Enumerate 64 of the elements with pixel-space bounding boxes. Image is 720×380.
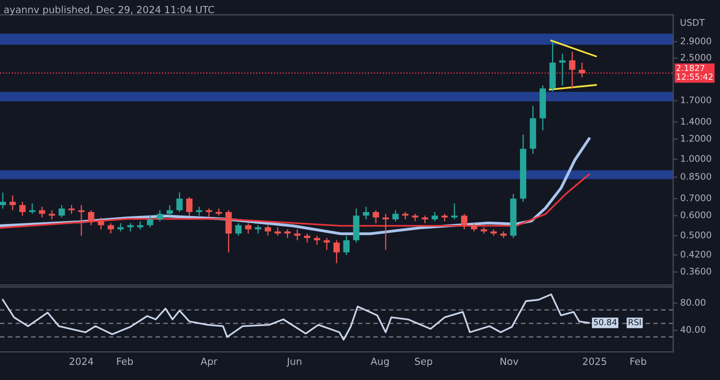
x-tick-label: Sep [415, 358, 432, 367]
y-tick-label: 0.4200 [680, 250, 712, 258]
y-tick-label: 1.2000 [681, 134, 712, 142]
annotation: ayannv published, Dec 29, 2024 11:04 UTC [4, 6, 214, 16]
candlestick [216, 208, 222, 216]
candlestick [38, 206, 46, 218]
ref-line-label: 2.1827 12:55:42 [676, 64, 712, 80]
candlestick [9, 194, 16, 211]
candlestick [392, 210, 399, 222]
candlestick [0, 192, 6, 210]
candlestick [19, 201, 26, 216]
candlestick [461, 213, 468, 230]
y-tick-label: 80.00 [680, 298, 706, 306]
candlestick [264, 224, 272, 236]
candlestick [29, 202, 36, 214]
x-tick-label: Feb [630, 357, 646, 365]
y-tick-label: 1.4000 [681, 118, 712, 125]
candlestick [137, 220, 144, 230]
y-tick-label: 0.8500 [680, 172, 712, 180]
x-tick-label: Apr [200, 358, 218, 367]
candlestick [382, 213, 389, 250]
y-tick-label: 40.00 [680, 326, 706, 333]
candlestick [58, 204, 65, 218]
y-tick-label: 0.7000 [680, 194, 712, 202]
y-tick-label: 1.7000 [681, 96, 712, 104]
candlestick [245, 222, 252, 234]
candlestick [372, 210, 380, 224]
y-axis-title: USDT [680, 19, 705, 26]
candlestick [186, 196, 192, 216]
candlestick [108, 222, 114, 234]
x-tick-label: 2024 [70, 358, 94, 365]
candlestick [156, 210, 164, 222]
x-tick-label: Feb [117, 357, 133, 365]
data-label: 50.84 [594, 318, 617, 326]
x-tick-label: 2025 [583, 358, 606, 365]
x-tick-label: Nov [500, 358, 518, 365]
candlestick [451, 202, 458, 220]
candlestick [88, 210, 94, 226]
candlestick [225, 210, 232, 253]
candlestick [166, 204, 173, 216]
candlestick [559, 53, 566, 86]
candlestick [235, 222, 242, 236]
line-series [2, 294, 590, 341]
candlestick [362, 206, 370, 220]
x-tick-label: Aug [370, 358, 389, 367]
candlestick [294, 228, 300, 241]
y-tick-label: 0.6000 [680, 211, 712, 218]
legend-label: RSI [628, 318, 641, 326]
y-tick-label: 2.5000 [680, 54, 712, 61]
candlestick [304, 233, 310, 244]
candlestick [333, 240, 340, 264]
y-tick-label: 1.0000 [681, 155, 712, 162]
candlestick [324, 237, 330, 250]
candlestick [432, 211, 438, 222]
candlestick [274, 226, 281, 236]
y-tick-label: 0.3600 [680, 268, 712, 275]
y-tick-label: 0.5000 [680, 232, 712, 238]
candlestick [569, 51, 576, 89]
candlestick [78, 204, 84, 236]
x-tick-label: Jun [286, 358, 302, 367]
candlestick [343, 235, 350, 256]
y-tick-label: 2.9000 [680, 38, 712, 44]
candlestick [176, 192, 183, 213]
candlestick [578, 62, 586, 78]
